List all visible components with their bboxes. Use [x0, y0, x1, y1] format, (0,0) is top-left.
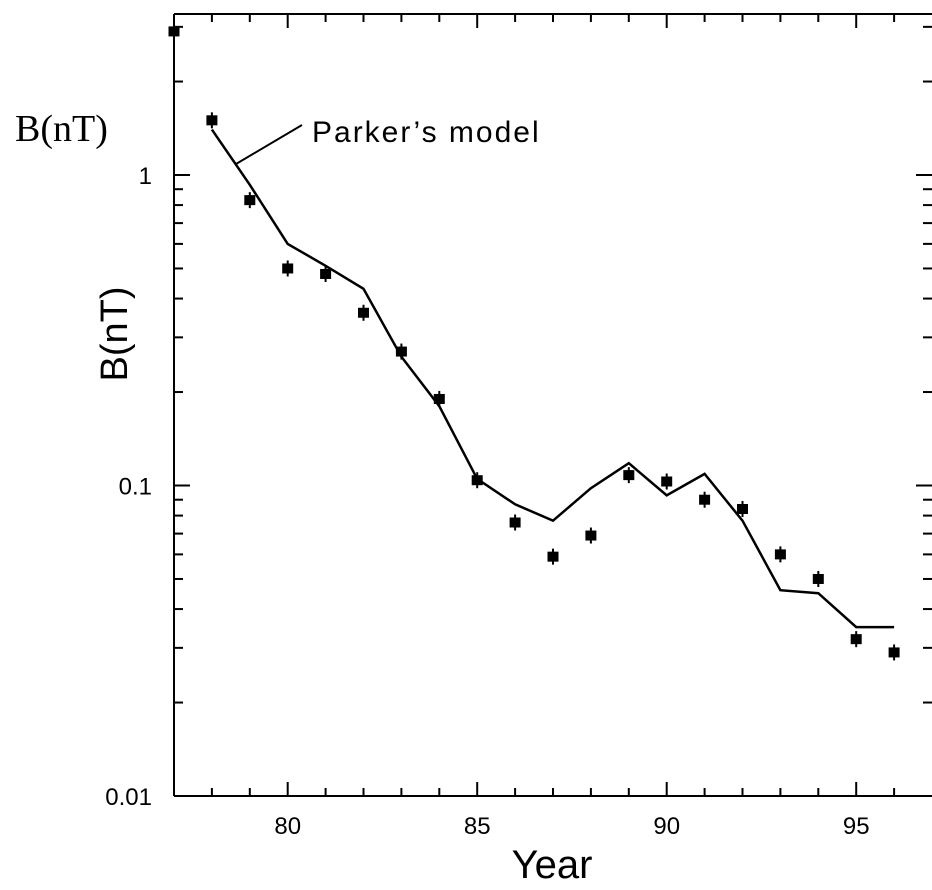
data-point: [168, 23, 180, 40]
data-point: [888, 644, 900, 661]
data-point: [433, 390, 445, 407]
data-point: [471, 472, 483, 489]
x-tick-label: 80: [274, 813, 301, 840]
data-point: [358, 304, 369, 321]
data-point: [395, 343, 407, 360]
data-point: [623, 467, 635, 484]
annotation-pointer: [235, 124, 303, 165]
data-point: [244, 192, 256, 209]
y-tick-label: 0.1: [119, 474, 152, 501]
data-point: [774, 546, 786, 563]
data-point: [320, 265, 332, 282]
x-axis-label: Year: [512, 843, 593, 887]
data-point: [737, 501, 748, 518]
data-point: [282, 260, 294, 277]
data-point: [699, 491, 711, 508]
annotation-label: Parker’s model: [312, 116, 541, 149]
x-tick-label: 90: [653, 813, 680, 840]
data-point: [850, 631, 862, 648]
data-point: [661, 473, 673, 490]
data-point: [585, 527, 597, 544]
y-tick-label: 1: [139, 163, 152, 190]
data-point: [812, 570, 824, 587]
x-tick-label: 95: [843, 813, 870, 840]
data-point: [509, 514, 521, 531]
y-tick-label: 0.01: [105, 784, 152, 811]
data-point: [206, 112, 218, 129]
data-points: [168, 23, 900, 661]
ticks: [174, 14, 932, 797]
data-point: [547, 548, 559, 565]
y-axis-label-rotated: B(nT): [94, 287, 136, 382]
x-tick-label: 85: [464, 813, 491, 840]
tick-labels: 80 85 90 95 0.01 0.1 1: [105, 163, 869, 840]
model-series-line: [210, 128, 895, 629]
model-line: [210, 128, 895, 629]
axes: [173, 13, 932, 797]
y-axis-label: B(nT): [15, 108, 108, 150]
